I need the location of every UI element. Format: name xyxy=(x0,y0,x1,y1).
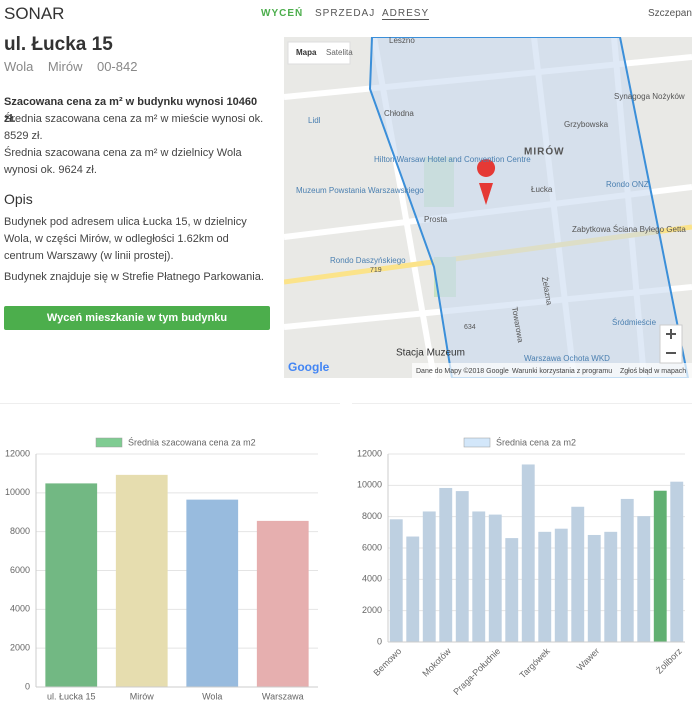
bar xyxy=(389,519,403,643)
bar xyxy=(472,511,486,643)
nav-link[interactable]: ADRESY xyxy=(382,8,430,20)
bar xyxy=(455,491,469,643)
bar xyxy=(406,536,420,643)
y-tick-label: 2000 xyxy=(10,643,30,653)
map-label: Łucka xyxy=(531,185,553,194)
chart: 0 2000 4000 6000 8000 10000 12000 Średnia szaco… xyxy=(5,436,318,701)
description: Budynek znajduje się w Strefie Płatnego … xyxy=(4,271,264,283)
bar xyxy=(554,528,568,643)
bar xyxy=(422,511,436,643)
bar xyxy=(521,464,535,643)
bar xyxy=(571,506,585,643)
map-label: Chłodna xyxy=(384,109,414,118)
map-label: Warszawa Ochota WKD xyxy=(524,354,610,363)
bar xyxy=(538,531,552,643)
bar xyxy=(488,514,502,643)
address-sub: Wola Mirów 00-842 xyxy=(4,59,137,74)
map-label: Śródmieście xyxy=(612,318,657,327)
map[interactable]: Mapa Satelita Leszno Chłodna Grzybowska … xyxy=(284,37,692,378)
x-tick-label: Warszawa xyxy=(262,691,304,701)
map-label: Prosta xyxy=(424,215,448,224)
postcode: 00-842 xyxy=(96,59,138,74)
description: Budynek pod adresem ulica Łucka 15, w dz… xyxy=(4,216,247,262)
x-tick-label: Bemowo xyxy=(372,646,404,678)
x-tick-label: Targówek xyxy=(518,646,553,681)
y-tick-label: 4000 xyxy=(10,604,30,614)
bar xyxy=(505,538,519,643)
map-tab[interactable]: Mapa xyxy=(296,48,317,57)
legend-swatch xyxy=(95,437,123,448)
bar xyxy=(620,498,634,643)
y-tick-label: 6000 xyxy=(362,542,382,552)
x-tick-label: ul. Łucka 15 xyxy=(47,691,96,701)
map-label: 634 xyxy=(464,324,476,331)
district-average: Średnia szacowana cena za m² w dzielnicy… xyxy=(4,147,242,176)
x-tick-label: Wola xyxy=(202,691,222,701)
map-label: Rondo Daszyńskiego xyxy=(330,256,406,265)
x-tick-label: Żoliborz xyxy=(654,646,684,676)
map-logo: Google xyxy=(288,360,330,374)
map-label: Leszno xyxy=(389,37,415,45)
bar xyxy=(439,487,453,643)
area: Mirów xyxy=(47,59,83,74)
divider xyxy=(352,403,692,404)
map-label: Muzeum Powstania Warszawskiego xyxy=(296,186,424,195)
y-tick-label: 8000 xyxy=(362,511,382,521)
map-footer[interactable]: Zgłoś błąd w mapach xyxy=(620,368,686,375)
bar xyxy=(115,474,168,688)
y-tick-label: 10000 xyxy=(357,480,382,490)
bar xyxy=(670,481,684,643)
x-tick-label: Mokotów xyxy=(420,646,453,679)
y-tick-label: 10000 xyxy=(5,487,30,497)
map-label: Rondo ONZ xyxy=(606,180,649,189)
y-tick-label: 8000 xyxy=(10,526,30,536)
y-tick-label: 4000 xyxy=(362,574,382,584)
address-title: ul. Łucka 15 xyxy=(4,34,113,55)
user-menu[interactable]: Szczepan xyxy=(648,8,692,19)
map-footer: Dane do Mapy ©2018 Google xyxy=(416,367,509,375)
bar xyxy=(45,483,98,688)
bar xyxy=(256,520,309,688)
map-tab[interactable]: Satelita xyxy=(326,48,353,57)
estimate: Szacowana cena za m² w budynku wynosi 10… xyxy=(4,96,258,125)
map-label: 719 xyxy=(370,267,382,274)
map-label: Synagoga Nożyków xyxy=(614,92,685,101)
y-tick-label: 0 xyxy=(25,681,30,691)
y-tick-label: 2000 xyxy=(362,605,382,615)
y-tick-label: 6000 xyxy=(10,565,30,575)
map-label: Lidl xyxy=(308,116,321,125)
city-average: Średnia szacowana cena za m² w mieście w… xyxy=(4,113,264,142)
nav-link[interactable]: SPRZEDAJ xyxy=(315,8,376,19)
legend-label: Średnia cena za m2 xyxy=(496,436,576,447)
price-button[interactable]: Wyceń mieszkanie w tym budynku xyxy=(4,306,270,330)
map-label: Grzybowska xyxy=(564,120,609,129)
legend-label: Średnia szacowana cena za m2 xyxy=(128,436,256,447)
y-tick-label: 12000 xyxy=(5,448,30,458)
section-heading: Opis xyxy=(4,191,33,207)
legend-swatch xyxy=(463,437,491,448)
y-tick-label: 0 xyxy=(377,636,382,646)
bar xyxy=(587,534,601,643)
bar xyxy=(604,531,618,643)
navbar: SONAR WYCEŃ SPRZEDAJ ADRESY Szczepan xyxy=(0,0,696,34)
x-tick-label: Praga-Południe xyxy=(451,646,502,697)
x-tick-label: Wawer xyxy=(575,646,602,673)
map-label: Stacja Muzeum xyxy=(396,348,465,359)
map-label: Zabytkowa Ściana Byłego Getta xyxy=(572,225,686,234)
district: Wola xyxy=(4,59,34,74)
chart: 0 2000 4000 6000 8000 10000 12000 Średnia cena … xyxy=(357,436,685,697)
bar xyxy=(637,516,651,643)
nav-link[interactable]: WYCEŃ xyxy=(261,8,304,19)
x-tick-label: Mirów xyxy=(130,691,154,701)
logo[interactable]: SONAR xyxy=(4,4,65,23)
bar xyxy=(653,490,667,643)
bar xyxy=(186,499,239,688)
y-tick-label: 12000 xyxy=(357,448,382,458)
map-footer[interactable]: Warunki korzystania z programu xyxy=(512,368,612,375)
map-label: MIRÓW xyxy=(524,145,565,158)
map-label: Hilton Warsaw Hotel and Convention Centr… xyxy=(374,155,531,164)
divider xyxy=(0,403,340,404)
